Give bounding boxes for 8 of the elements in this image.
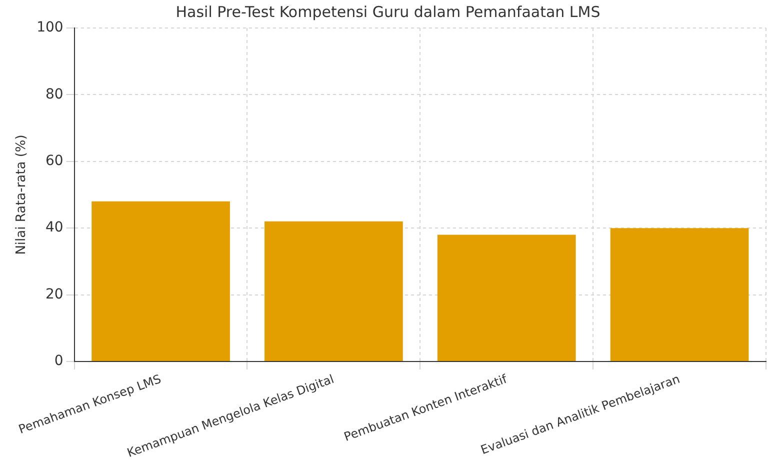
y-axis-title: Nilai Rata-rata (%) <box>14 134 30 255</box>
y-tick-label: 80 <box>45 86 64 102</box>
chart-title: Hasil Pre-Test Kompetensi Guru dalam Pemanfaatan LMS <box>176 2 600 21</box>
y-tick-label: 0 <box>54 353 64 370</box>
y-tick-label: 100 <box>36 20 64 36</box>
y-tick-label: 20 <box>45 286 64 302</box>
y-tick-label: 40 <box>45 220 64 236</box>
y-tick-label: 60 <box>45 153 64 170</box>
